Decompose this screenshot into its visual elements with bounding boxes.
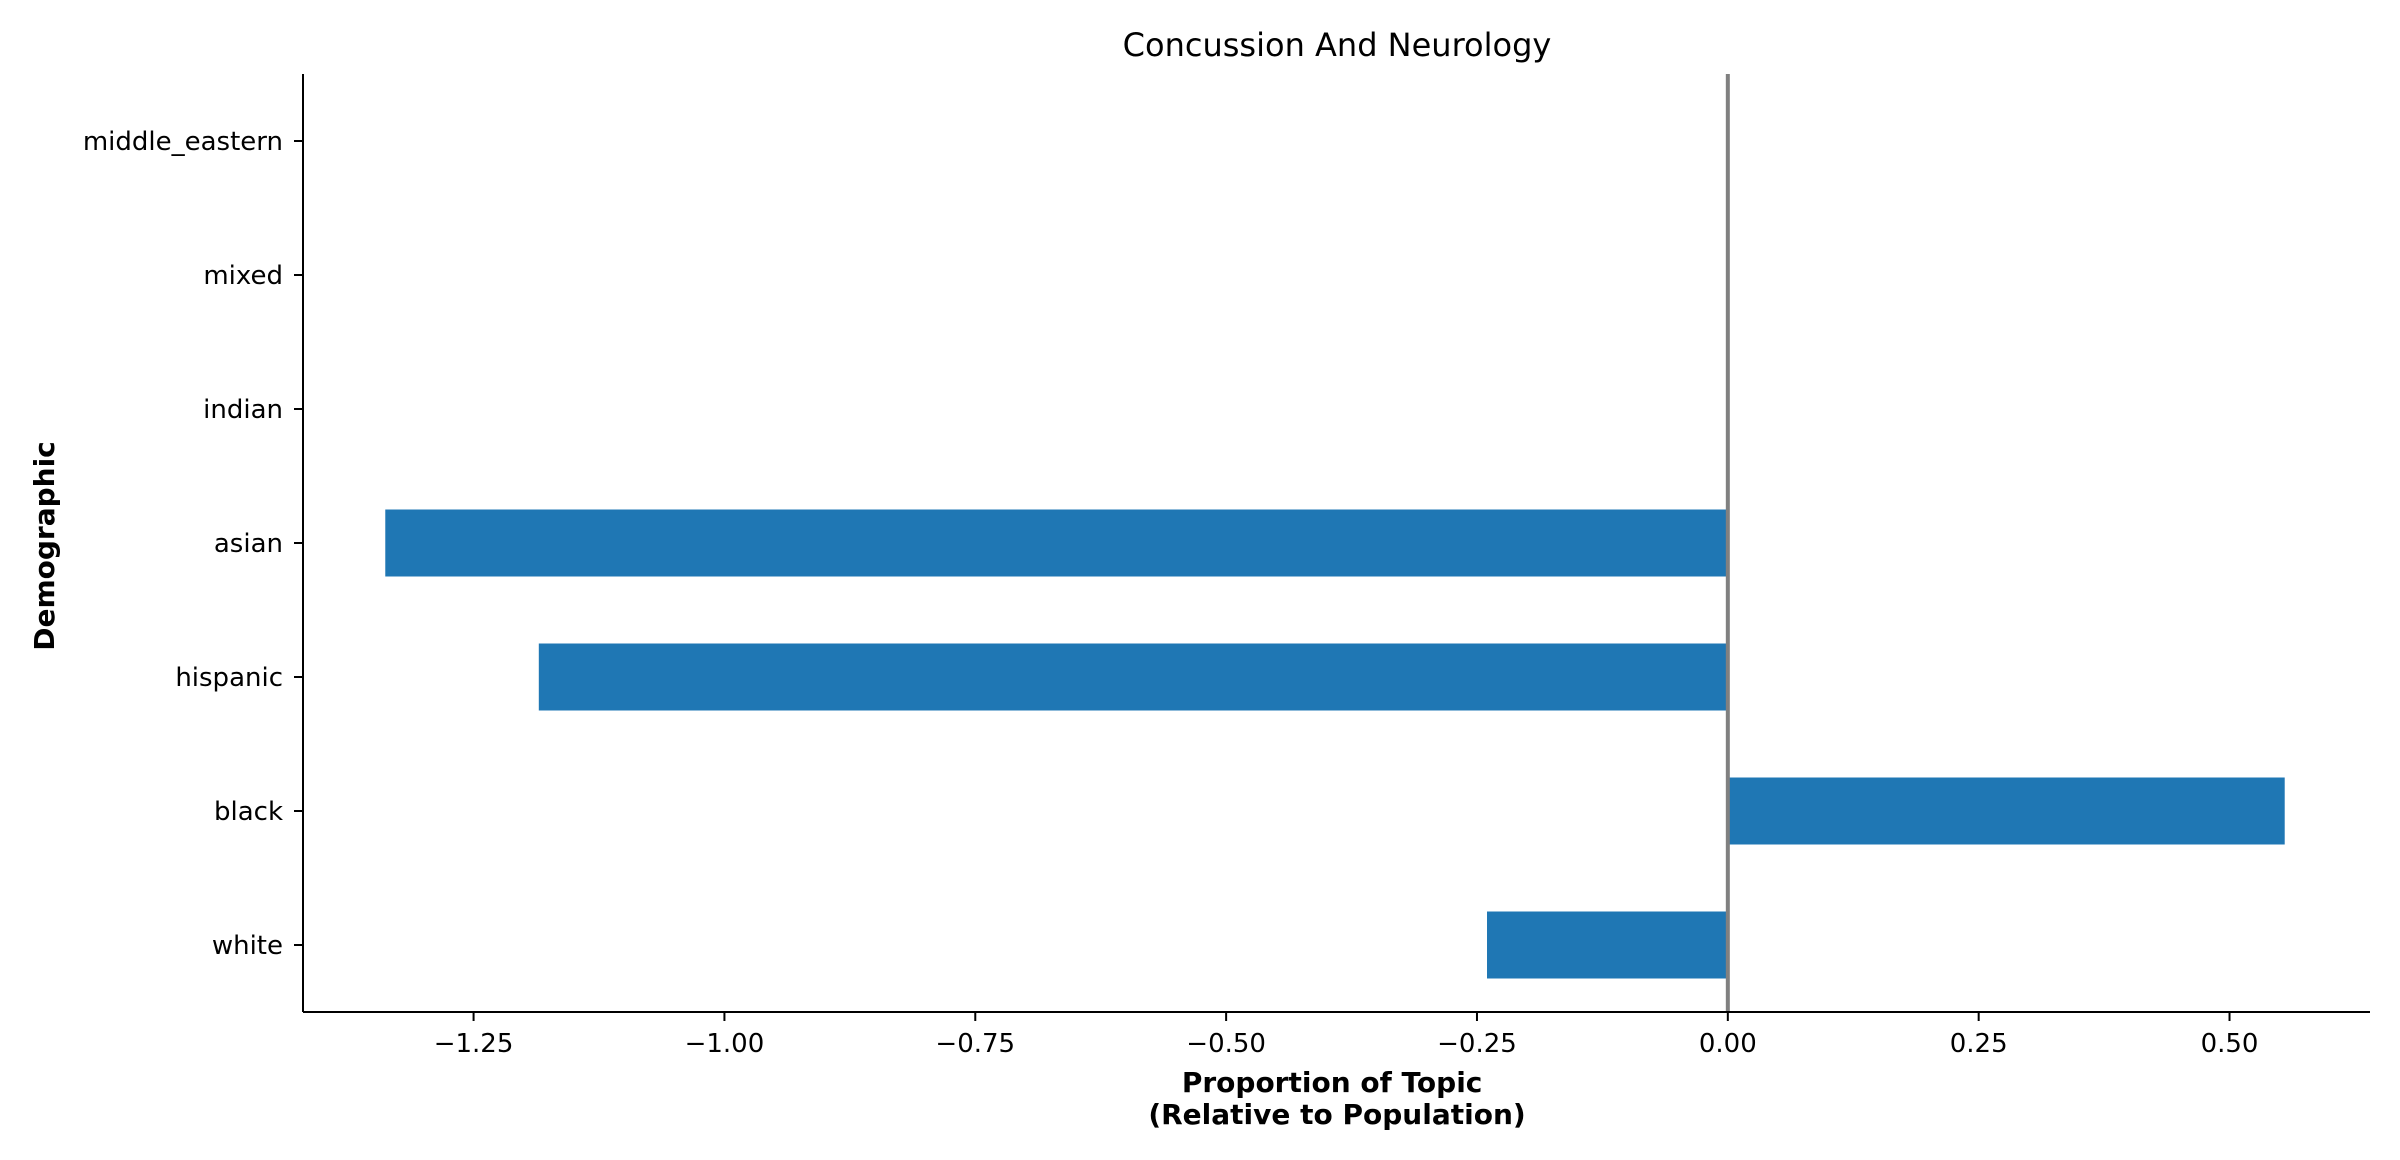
y-tick-label-black: black — [214, 797, 283, 827]
bar-hispanic — [538, 643, 1728, 711]
bar-black — [1727, 777, 2285, 845]
x-tick-label-7: 0.50 — [2201, 1029, 2259, 1059]
x-tick-label-5: 0.00 — [1699, 1029, 1757, 1059]
y-tick-label-middle_eastern: middle_eastern — [83, 127, 283, 157]
bars-group — [385, 509, 2285, 979]
y-ticks-group: white black hispanic asian indian mixed middle… — [83, 127, 303, 961]
x-axis-label-line-1: Proportion of Topic — [1182, 1066, 1483, 1099]
x-tick-label-3: −0.50 — [1186, 1029, 1266, 1059]
x-tick-label-2: −0.75 — [935, 1029, 1015, 1059]
bar-white — [1487, 911, 1728, 979]
y-tick-label-mixed: mixed — [203, 261, 283, 291]
x-tick-label-1: −1.00 — [685, 1029, 765, 1059]
x-axis-label: Proportion of Topic (Relative to Populat… — [1148, 1066, 1525, 1131]
y-tick-label-hispanic: hispanic — [175, 663, 283, 693]
chart-title: Concussion And Neurology — [1123, 26, 1552, 64]
y-axis-label: Demographic — [28, 441, 61, 651]
y-tick-label-indian: indian — [203, 395, 283, 425]
y-tick-label-white: white — [212, 931, 283, 961]
x-axis-label-line-2: (Relative to Population) — [1148, 1098, 1525, 1131]
y-tick-label-asian: asian — [214, 529, 283, 559]
x-tick-label-4: −0.25 — [1437, 1029, 1517, 1059]
x-tick-label-0: −1.25 — [434, 1029, 514, 1059]
x-ticks-group: −1.25 −1.00 −0.75 −0.50 −0.25 0.00 0.25 0.50 — [434, 1012, 2259, 1059]
x-tick-label-6: 0.25 — [1950, 1029, 2008, 1059]
bar-asian — [385, 509, 1728, 577]
